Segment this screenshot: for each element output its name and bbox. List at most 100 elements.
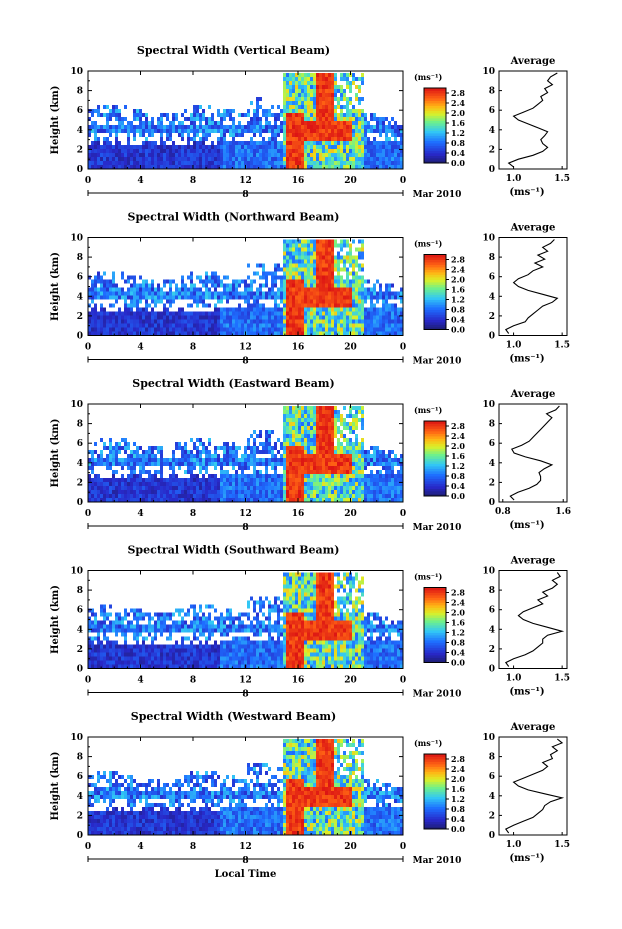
heatmap-cell <box>289 406 292 410</box>
heatmap-cell <box>280 145 283 149</box>
heatmap-cell <box>235 295 238 300</box>
heatmap-cell <box>361 486 364 490</box>
heatmap-cell <box>223 125 226 129</box>
heatmap-cell <box>160 125 163 129</box>
heatmap-cell <box>349 161 352 165</box>
heatmap-cell <box>256 327 259 332</box>
heatmap-cell <box>124 319 127 324</box>
heatmap-cell <box>358 454 361 458</box>
heatmap-cell <box>301 494 304 498</box>
heatmap-cell <box>256 121 259 125</box>
heatmap-cell <box>358 85 361 89</box>
heatmap-cell <box>301 319 304 324</box>
heatmap-cell <box>208 478 211 482</box>
heatmap-cell <box>328 446 331 450</box>
heatmap-cell <box>190 458 193 462</box>
heatmap-cell <box>364 478 367 482</box>
heatmap-cell <box>367 498 370 502</box>
heatmap-cell <box>208 149 211 153</box>
heatmap-cell <box>385 161 388 165</box>
heatmap-cell <box>361 73 364 77</box>
heatmap-cell <box>316 494 319 498</box>
heatmap-cell <box>124 442 127 446</box>
heatmap-cell <box>154 161 157 165</box>
heatmap-cell <box>331 101 334 105</box>
heatmap-cell <box>292 327 295 332</box>
heatmap-cell <box>142 490 145 494</box>
heatmap-cell <box>124 291 127 296</box>
heatmap-cell <box>220 311 223 316</box>
heatmap-cell <box>325 141 328 145</box>
heatmap-cell <box>97 275 100 280</box>
heatmap-cell <box>319 311 322 316</box>
heatmap-cell <box>205 466 208 470</box>
heatmap-cell <box>310 161 313 165</box>
heatmap-cell <box>313 450 316 454</box>
heatmap-cell <box>196 129 199 133</box>
heatmap-cell <box>352 299 355 304</box>
heatmap-cell <box>304 105 307 109</box>
heatmap-cell <box>319 291 322 296</box>
heatmap-cell <box>274 161 277 165</box>
heatmap-cell <box>361 494 364 498</box>
heatmap-cell <box>301 323 304 328</box>
heatmap-cell <box>307 275 310 280</box>
x-tick-label: 4 <box>137 343 143 353</box>
heatmap-cell <box>121 315 124 320</box>
heatmap-cell <box>334 446 337 450</box>
heatmap-cell <box>268 161 271 165</box>
colorbar-segment <box>424 294 446 298</box>
heatmap-cell <box>319 458 322 462</box>
heatmap-cell <box>376 486 379 490</box>
heatmap-cell <box>178 291 181 296</box>
colorbar-segment <box>424 312 446 315</box>
heatmap-cell <box>376 307 379 312</box>
heatmap-cell <box>199 331 202 336</box>
heatmap-cell <box>334 137 337 141</box>
heatmap-cell <box>307 153 310 157</box>
heatmap-cell <box>304 145 307 149</box>
heatmap-cell <box>391 474 394 478</box>
heatmap-cell <box>235 470 238 474</box>
heatmap-cell <box>169 279 172 284</box>
heatmap-cell <box>292 263 295 268</box>
heatmap-cell <box>208 117 211 121</box>
heatmap-cell <box>292 137 295 141</box>
heatmap-cell <box>163 462 166 466</box>
heatmap-cell <box>133 498 136 502</box>
heatmap-cell <box>112 129 115 133</box>
heatmap-cell <box>238 307 241 312</box>
heatmap-cell <box>388 307 391 312</box>
heatmap-cell <box>289 153 292 157</box>
colorbar-segment <box>424 254 446 258</box>
heatmap-cell <box>382 125 385 129</box>
heatmap-cell <box>169 498 172 502</box>
heatmap-cell <box>91 279 94 284</box>
heatmap-cell <box>358 141 361 145</box>
heatmap-cell <box>289 129 292 133</box>
heatmap-cell <box>298 466 301 470</box>
heatmap-cell <box>274 486 277 490</box>
heatmap-cell <box>370 153 373 157</box>
heatmap-cell <box>313 410 316 414</box>
heatmap-cell <box>334 153 337 157</box>
heatmap-cell <box>106 125 109 129</box>
heatmap-cell <box>229 283 232 288</box>
heatmap-cell <box>286 73 289 77</box>
heatmap-cell <box>133 129 136 133</box>
heatmap-cell <box>343 323 346 328</box>
heatmap-cell <box>145 482 148 486</box>
heatmap-cell <box>391 129 394 133</box>
heatmap-cell <box>220 279 223 284</box>
heatmap-cell <box>229 486 232 490</box>
heatmap-cell <box>229 474 232 478</box>
heatmap-cell <box>355 295 358 300</box>
heatmap-cell <box>313 406 316 410</box>
heatmap-cell <box>367 327 370 332</box>
heatmap-cell <box>295 470 298 474</box>
heatmap-cell <box>349 430 352 434</box>
heatmap-cell <box>139 287 142 292</box>
heatmap-cell <box>355 478 358 482</box>
heatmap-cell <box>316 442 319 446</box>
heatmap-cell <box>184 323 187 328</box>
